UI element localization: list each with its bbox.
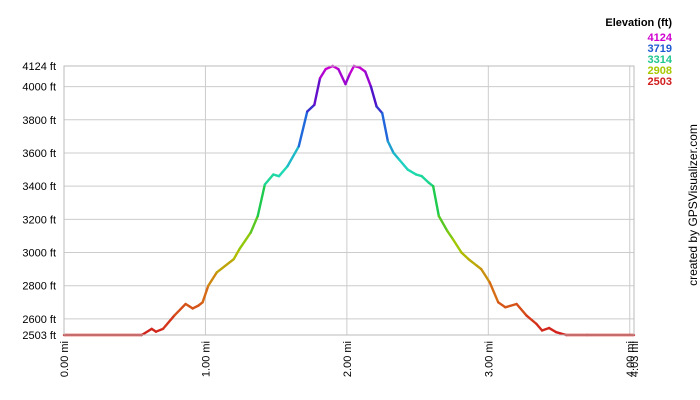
legend-title: Elevation (ft) xyxy=(605,17,672,29)
grid xyxy=(63,65,635,336)
y-tick-label: 2600 ft xyxy=(22,314,56,326)
elevation-segment xyxy=(263,173,275,186)
x-tick-label: 4.03 mi xyxy=(629,341,641,377)
elevation-segment xyxy=(375,105,384,115)
elevation-segment xyxy=(238,231,252,251)
elevation-segment xyxy=(398,158,409,171)
y-tick-label: 4124 ft xyxy=(22,61,56,73)
elevation-segment xyxy=(256,183,267,218)
x-tick-label: 4.00 mi xyxy=(625,341,637,377)
elevation-segment xyxy=(446,229,455,241)
elevation-segment xyxy=(277,165,289,178)
y-tick-label: 3400 ft xyxy=(22,181,56,193)
credit-text: created by GPSVisualizer.com xyxy=(686,124,700,286)
elevation-line xyxy=(62,64,636,337)
elevation-segment xyxy=(420,174,431,185)
elevation-segment xyxy=(173,302,187,317)
elevation-segment xyxy=(364,70,373,88)
elevation-segment xyxy=(497,301,507,309)
elevation-segment xyxy=(488,281,500,304)
elevation-segment xyxy=(324,64,334,71)
elevation-segment xyxy=(161,314,176,331)
x-tick-label: 2.00 mi xyxy=(342,341,354,377)
y-tick-label: 4000 ft xyxy=(22,82,56,94)
legend-entry: 2503 xyxy=(648,76,672,88)
elevation-segment xyxy=(318,67,327,80)
elevation-segment xyxy=(184,302,194,310)
elevation-segment xyxy=(201,284,210,304)
elevation-segment xyxy=(232,248,241,261)
y-tick-label: 2800 ft xyxy=(22,281,56,293)
x-axis-ticks: 0.00 mi 1.00 mi 2.00 mi 3.00 mi 4.00 mi4.03 … xyxy=(59,341,641,377)
legend-entry: 3719 xyxy=(648,43,672,55)
elevation-segment xyxy=(535,322,544,332)
x-tick-label: 1.00 mi xyxy=(200,341,212,377)
elevation-segment xyxy=(348,64,356,76)
elevation-segment xyxy=(540,326,551,332)
elevation-segment xyxy=(297,110,309,148)
x-tick-label: 3.00 mi xyxy=(483,341,495,377)
elevation-segment xyxy=(369,85,378,108)
elevation-segment xyxy=(451,238,463,254)
elevation-segment xyxy=(249,214,259,234)
elevation-segment xyxy=(313,77,322,107)
y-tick-label: 3200 ft xyxy=(22,214,56,226)
legend-entry: 3314 xyxy=(648,54,673,66)
elevation-segment xyxy=(392,151,401,161)
elevation-segment xyxy=(381,111,390,143)
y-tick-label: 3600 ft xyxy=(22,148,56,160)
legend-entry: 2908 xyxy=(648,65,672,77)
legend-entry: 4124 xyxy=(648,32,673,44)
elevation-segment xyxy=(437,214,449,233)
x-tick-label: 0.00 mi xyxy=(59,341,71,377)
elevation-segment xyxy=(207,271,218,287)
elevation-segment xyxy=(386,140,395,155)
elevation-segment xyxy=(504,302,518,309)
elevation-segment xyxy=(431,184,441,218)
y-tick-label: 3800 ft xyxy=(22,115,56,127)
y-tick-label: 3000 ft xyxy=(22,248,56,260)
elevation-segment xyxy=(515,302,528,317)
elevation-segment xyxy=(406,168,418,176)
y-tick-label: 2503 ft xyxy=(22,330,56,342)
elevation-segment xyxy=(525,314,538,326)
elevation-segment xyxy=(460,251,470,261)
elevation-segment xyxy=(547,326,558,334)
y-axis-ticks: 2503 ft 2600 ft 2800 ft 3000 ft 3200 ft 3400 … xyxy=(22,61,56,342)
elevation-segment xyxy=(286,145,300,168)
elevation-segment xyxy=(480,267,491,284)
plot-area-frame xyxy=(63,65,635,336)
elevation-segment xyxy=(467,257,479,268)
elevation-segment xyxy=(337,67,347,86)
elevation-segment xyxy=(140,327,153,337)
elevation-segment xyxy=(215,257,235,274)
elevation-segment xyxy=(344,72,351,86)
elevation-segment xyxy=(306,103,316,113)
elevation-segment xyxy=(154,327,165,333)
